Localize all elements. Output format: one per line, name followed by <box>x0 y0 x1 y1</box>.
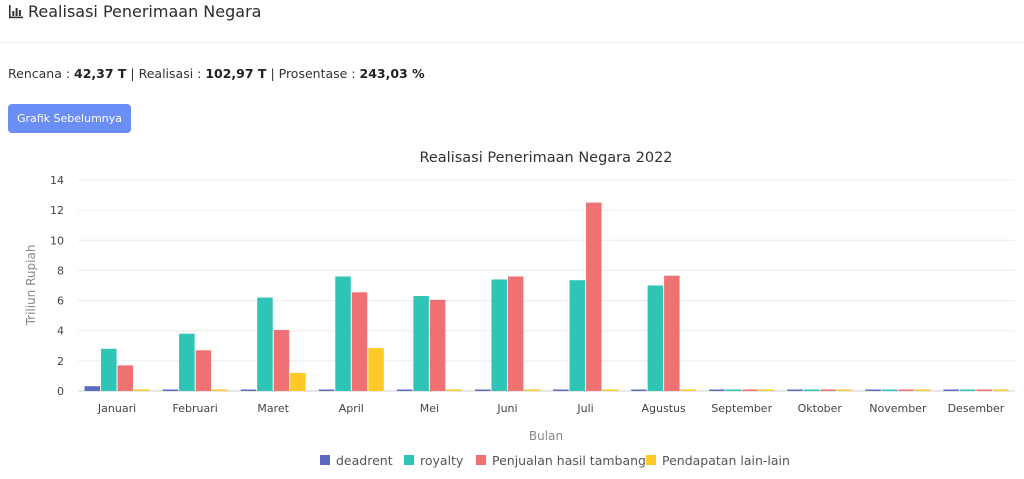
y-tick-label: 0 <box>57 385 64 398</box>
prosentase-value: 243,03 % <box>359 66 425 81</box>
y-axis-label: Triliun Rupiah <box>24 245 38 327</box>
x-tick-label: Mei <box>420 402 439 415</box>
y-tick-label: 6 <box>57 295 64 308</box>
x-tick-label: Februari <box>172 402 217 415</box>
bar-pendapatan-lain-lain <box>914 389 931 391</box>
x-tick-label: November <box>869 402 927 415</box>
bar-royalty <box>491 279 507 391</box>
bar-deadrent <box>553 389 569 391</box>
legend-label: royalty <box>420 453 464 468</box>
bar-pendapatan-lain-lain <box>134 389 150 391</box>
y-tick-label: 10 <box>50 234 64 247</box>
bar-deadrent <box>84 386 101 391</box>
bar-pendapatan-lain-lain <box>602 389 619 391</box>
bar-pendapatan-lain-lain <box>290 372 306 391</box>
bar-deadrent <box>943 389 959 391</box>
x-tick-label: Desember <box>948 402 1005 415</box>
bar-penjualan-hasil-tambang <box>664 275 680 391</box>
legend-swatch <box>476 455 486 465</box>
realisasi-value: 102,97 T <box>205 66 267 81</box>
bar-chart-icon <box>9 5 23 19</box>
bar-penjualan-hasil-tambang <box>742 389 758 391</box>
bar-pendapatan-lain-lain <box>836 389 853 391</box>
bar-deadrent <box>787 389 803 391</box>
bar-deadrent <box>709 389 725 391</box>
bar-penjualan-hasil-tambang <box>586 202 602 391</box>
x-tick-label: April <box>339 402 364 415</box>
bar-pendapatan-lain-lain <box>524 389 540 391</box>
x-tick-label: Januari <box>97 402 136 415</box>
x-tick-label: Agustus <box>642 402 686 415</box>
prosentase-label: | Prosentase : <box>266 66 360 81</box>
bar-deadrent <box>396 389 413 391</box>
x-tick-label: September <box>711 402 772 415</box>
bar-pendapatan-lain-lain <box>758 389 775 391</box>
bar-deadrent <box>474 389 491 391</box>
bar-pendapatan-lain-lain <box>680 389 697 391</box>
bar-deadrent <box>240 389 257 391</box>
bar-pendapatan-lain-lain <box>212 389 228 391</box>
legend-label: Pendapatan lain-lain <box>662 453 790 468</box>
bar-royalty <box>725 389 742 391</box>
page-title: Realisasi Penerimaan Negara <box>28 2 262 21</box>
y-tick-label: 14 <box>50 174 64 187</box>
chart-legend: deadrent royalty Penjualan hasil tambang Pe… <box>320 453 790 468</box>
bar-pendapatan-lain-lain <box>368 348 384 391</box>
bar-royalty <box>881 389 898 391</box>
legend-swatch <box>646 455 656 465</box>
previous-chart-button[interactable]: Grafik Sebelumnya <box>8 104 131 133</box>
bar-penjualan-hasil-tambang <box>820 389 836 391</box>
bar-royalty <box>569 280 586 391</box>
y-tick-label: 12 <box>50 204 64 217</box>
x-tick-label: Oktober <box>798 402 843 415</box>
legend-swatch <box>404 455 414 465</box>
legend-label: deadrent <box>336 453 393 468</box>
bar-royalty <box>647 285 664 391</box>
bar-royalty <box>803 389 820 391</box>
bar-penjualan-hasil-tambang <box>976 389 992 391</box>
legend-label: Penjualan hasil tambang <box>492 453 646 468</box>
y-axis-ticks: 0 2 4 6 8 10 12 14 <box>50 174 64 398</box>
bar-penjualan-hasil-tambang <box>351 292 368 391</box>
x-axis-ticks: Januari Februari Maret April Mei Juni Juli Agus… <box>97 402 1005 415</box>
y-tick-label: 4 <box>57 325 64 338</box>
x-axis-label: Bulan <box>529 429 563 443</box>
bar-royalty <box>101 348 117 391</box>
bar-royalty <box>413 296 429 391</box>
rencana-label: Rencana : <box>8 66 75 81</box>
bar-penjualan-hasil-tambang <box>117 365 134 391</box>
x-tick-label: Juli <box>576 402 593 415</box>
bar-penjualan-hasil-tambang <box>429 299 446 391</box>
bar-royalty <box>335 276 351 391</box>
x-tick-label: Juni <box>496 402 517 415</box>
bar-deadrent <box>162 389 179 391</box>
chart-grid <box>78 179 1015 392</box>
card-header: Realisasi Penerimaan Negara <box>0 0 1024 43</box>
bar-pendapatan-lain-lain <box>446 389 462 391</box>
bar-penjualan-hasil-tambang <box>195 350 212 391</box>
bar-deadrent <box>631 389 647 391</box>
bar-pendapatan-lain-lain <box>992 389 1009 391</box>
bar-deadrent <box>865 389 881 391</box>
x-tick-label: Maret <box>257 402 289 415</box>
chart: Realisasi Penerimaan Negara 2022 0 2 4 6 8 10… <box>24 150 1015 468</box>
summary-line: Rencana : 42,37 T | Realisasi : 102,97 T… <box>8 66 425 82</box>
rencana-value: 42,37 T <box>74 66 127 81</box>
bar-penjualan-hasil-tambang <box>273 329 290 391</box>
bar-royalty <box>257 297 273 391</box>
bar-penjualan-hasil-tambang <box>507 276 524 391</box>
legend-swatch <box>320 455 330 465</box>
bar-royalty <box>179 333 195 391</box>
bar-penjualan-hasil-tambang <box>898 389 914 391</box>
y-tick-label: 2 <box>57 355 64 368</box>
chart-bars <box>84 202 1009 391</box>
bar-deadrent <box>318 389 335 391</box>
chart-title: Realisasi Penerimaan Negara 2022 <box>419 150 672 166</box>
y-tick-label: 8 <box>57 264 64 277</box>
realisasi-label: | Realisasi : <box>126 66 206 81</box>
bar-royalty <box>959 389 976 391</box>
